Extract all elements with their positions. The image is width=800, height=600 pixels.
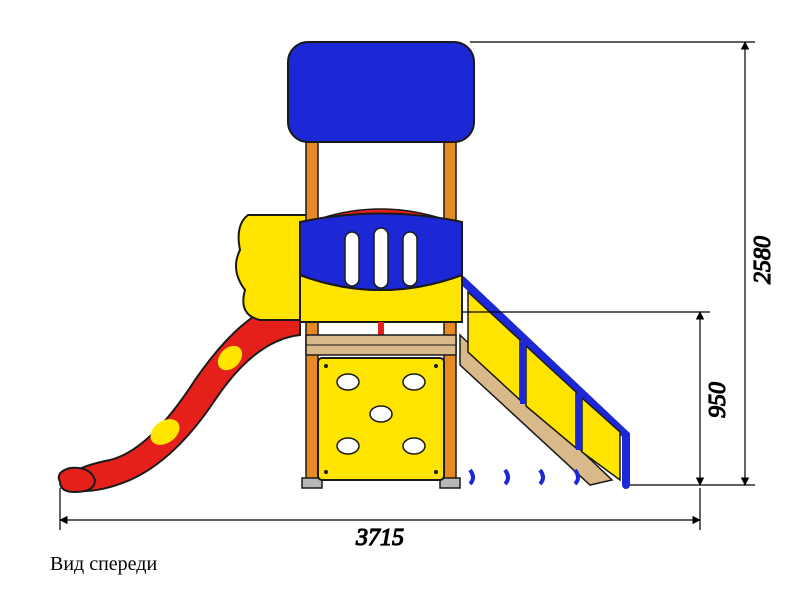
dim-width: 3715	[60, 488, 700, 551]
dim-platform-height-label: 950	[705, 382, 731, 418]
slide	[59, 300, 300, 492]
stairs	[460, 280, 626, 485]
caption: Вид спереди	[50, 553, 157, 575]
climb-wall	[318, 358, 444, 480]
dim-width-label: 3715	[355, 525, 404, 551]
side-blob-left	[236, 215, 310, 320]
roof	[288, 42, 474, 142]
platform-floor	[306, 335, 456, 355]
guard-panel	[300, 214, 462, 323]
dim-total-height-label: 2580	[750, 236, 776, 284]
playground-drawing	[59, 42, 626, 492]
